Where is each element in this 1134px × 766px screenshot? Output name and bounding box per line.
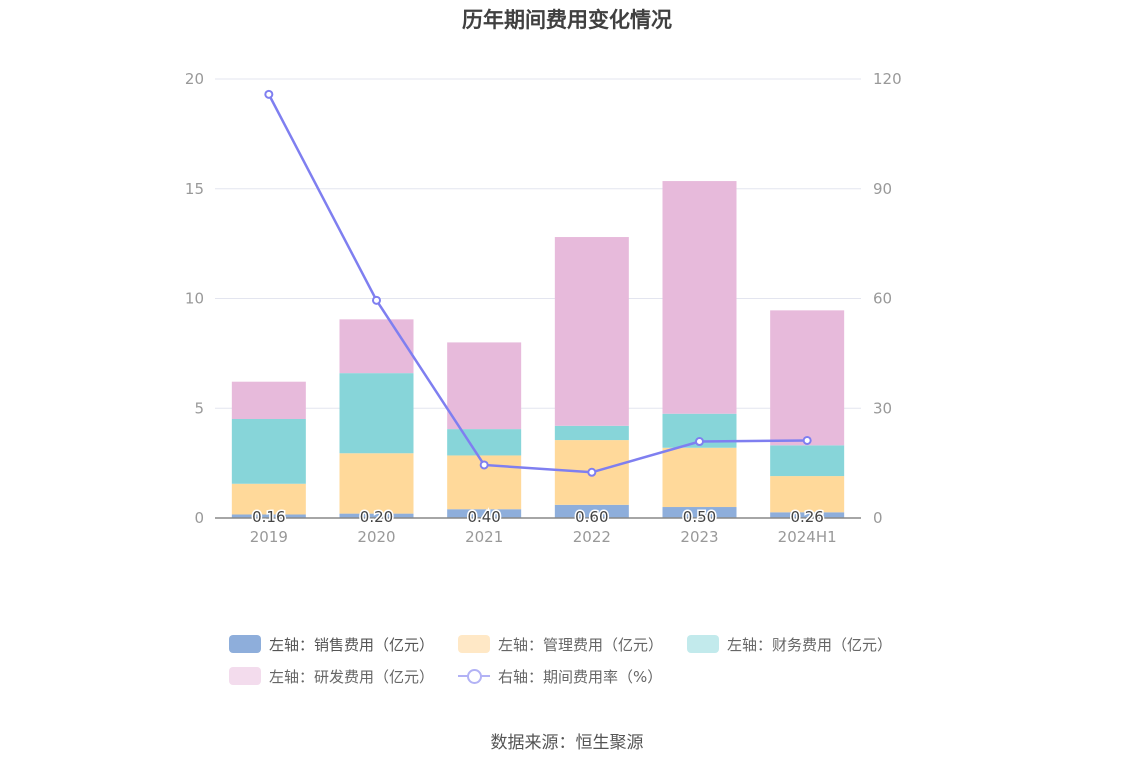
bar-segment: [770, 476, 845, 513]
legend: 左轴：销售费用（亿元） 左轴：管理费用（亿元） 左轴：财务费用（亿元） 左轴：研…: [229, 630, 929, 694]
expense-rate-line: [267, 93, 808, 474]
bar-segment: [339, 453, 414, 514]
legend-label-expense-rate: 右轴：期间费用率（%）: [498, 667, 663, 686]
chart-title: 历年期间费用变化情况: [462, 8, 672, 32]
bar-segment: [554, 237, 629, 426]
bar-segment: [447, 509, 522, 518]
right-axis-tick-label: 0: [873, 509, 883, 527]
x-axis-tick-label: 2024H1: [778, 528, 837, 546]
left-axis-tick-label: 5: [194, 399, 204, 417]
bar-segment: [662, 181, 737, 414]
data-label: 0.40: [467, 508, 500, 526]
legend-item-admin[interactable]: 左轴：管理费用（亿元）: [458, 634, 663, 655]
left-axis-tick-label: 0: [194, 509, 204, 527]
bar-segment: [554, 504, 629, 518]
bar-segment: [231, 381, 306, 420]
legend-item-rnd[interactable]: 左轴：研发费用（亿元）: [229, 666, 434, 687]
bar-segment: [770, 310, 845, 446]
legend-item-sales[interactable]: 左轴：销售费用（亿元）: [229, 634, 434, 655]
legend-swatch-sales: [229, 635, 261, 653]
legend-label-finance: 左轴：财务费用（亿元）: [727, 635, 893, 654]
left-axis-tick-label: 10: [185, 290, 204, 308]
data-label: 0.20: [360, 508, 393, 526]
x-axis-tick-label: 2021: [465, 528, 503, 546]
expense-rate-point: [479, 460, 489, 470]
right-axis-tick-label: 120: [873, 70, 902, 88]
legend-label-rnd: 左轴：研发费用（亿元）: [269, 667, 435, 686]
expense-rate-point: [372, 295, 381, 305]
data-source: 数据来源：恒生聚源: [490, 733, 644, 753]
bar-segment: [231, 419, 306, 484]
expense-rate-point: [695, 437, 704, 447]
data-label: 0.60: [575, 508, 608, 526]
bar-segment: [770, 445, 845, 477]
bar-segment: [662, 447, 737, 508]
data-label: 0.16: [252, 508, 285, 526]
x-axis-tick-label: 2022: [573, 528, 611, 546]
bar-segment: [770, 512, 845, 518]
bar-segment: [231, 514, 306, 518]
left-axis-tick-label: 20: [185, 70, 204, 88]
bar-segment: [554, 425, 629, 441]
expense-rate-point: [587, 467, 597, 477]
legend-swatch-expense-rate: [458, 667, 491, 685]
bar-segment: [339, 373, 414, 454]
legend-swatch-rnd: [229, 667, 261, 685]
data-label: 0.26: [790, 508, 823, 526]
legend-label-sales: 左轴：销售费用（亿元）: [269, 635, 435, 654]
bar-segment: [231, 483, 306, 515]
legend-label-admin: 左轴：管理费用（亿元）: [498, 635, 664, 654]
expense-rate-point: [264, 89, 274, 99]
legend-item-expense-rate[interactable]: 右轴：期间费用率（%）: [458, 666, 662, 687]
bar-segment: [339, 513, 414, 518]
legend-item-finance[interactable]: 左轴：财务费用（亿元）: [687, 634, 892, 655]
expense-rate-point: [802, 435, 812, 445]
x-axis-tick-label: 2023: [680, 528, 718, 546]
legend-swatch-admin: [458, 635, 491, 653]
bar-segment: [447, 429, 522, 456]
bar-segment: [447, 342, 522, 430]
right-axis-tick-label: 30: [873, 399, 892, 417]
expense-chart: 0 5 10 15 20 0 30 60 90 120 2019 2020 2021 2022 2023 20…: [185, 70, 902, 546]
bar-segment: [662, 507, 737, 518]
right-axis-tick-label: 90: [873, 180, 892, 198]
x-axis-tick-label: 2019: [250, 528, 288, 546]
legend-swatch-finance: [687, 635, 720, 653]
right-axis-tick-label: 60: [873, 290, 892, 308]
data-label: 0.50: [683, 508, 716, 526]
x-axis-tick-label: 2020: [357, 528, 395, 546]
left-axis-tick-label: 15: [185, 180, 204, 198]
bar-segment: [339, 319, 414, 374]
